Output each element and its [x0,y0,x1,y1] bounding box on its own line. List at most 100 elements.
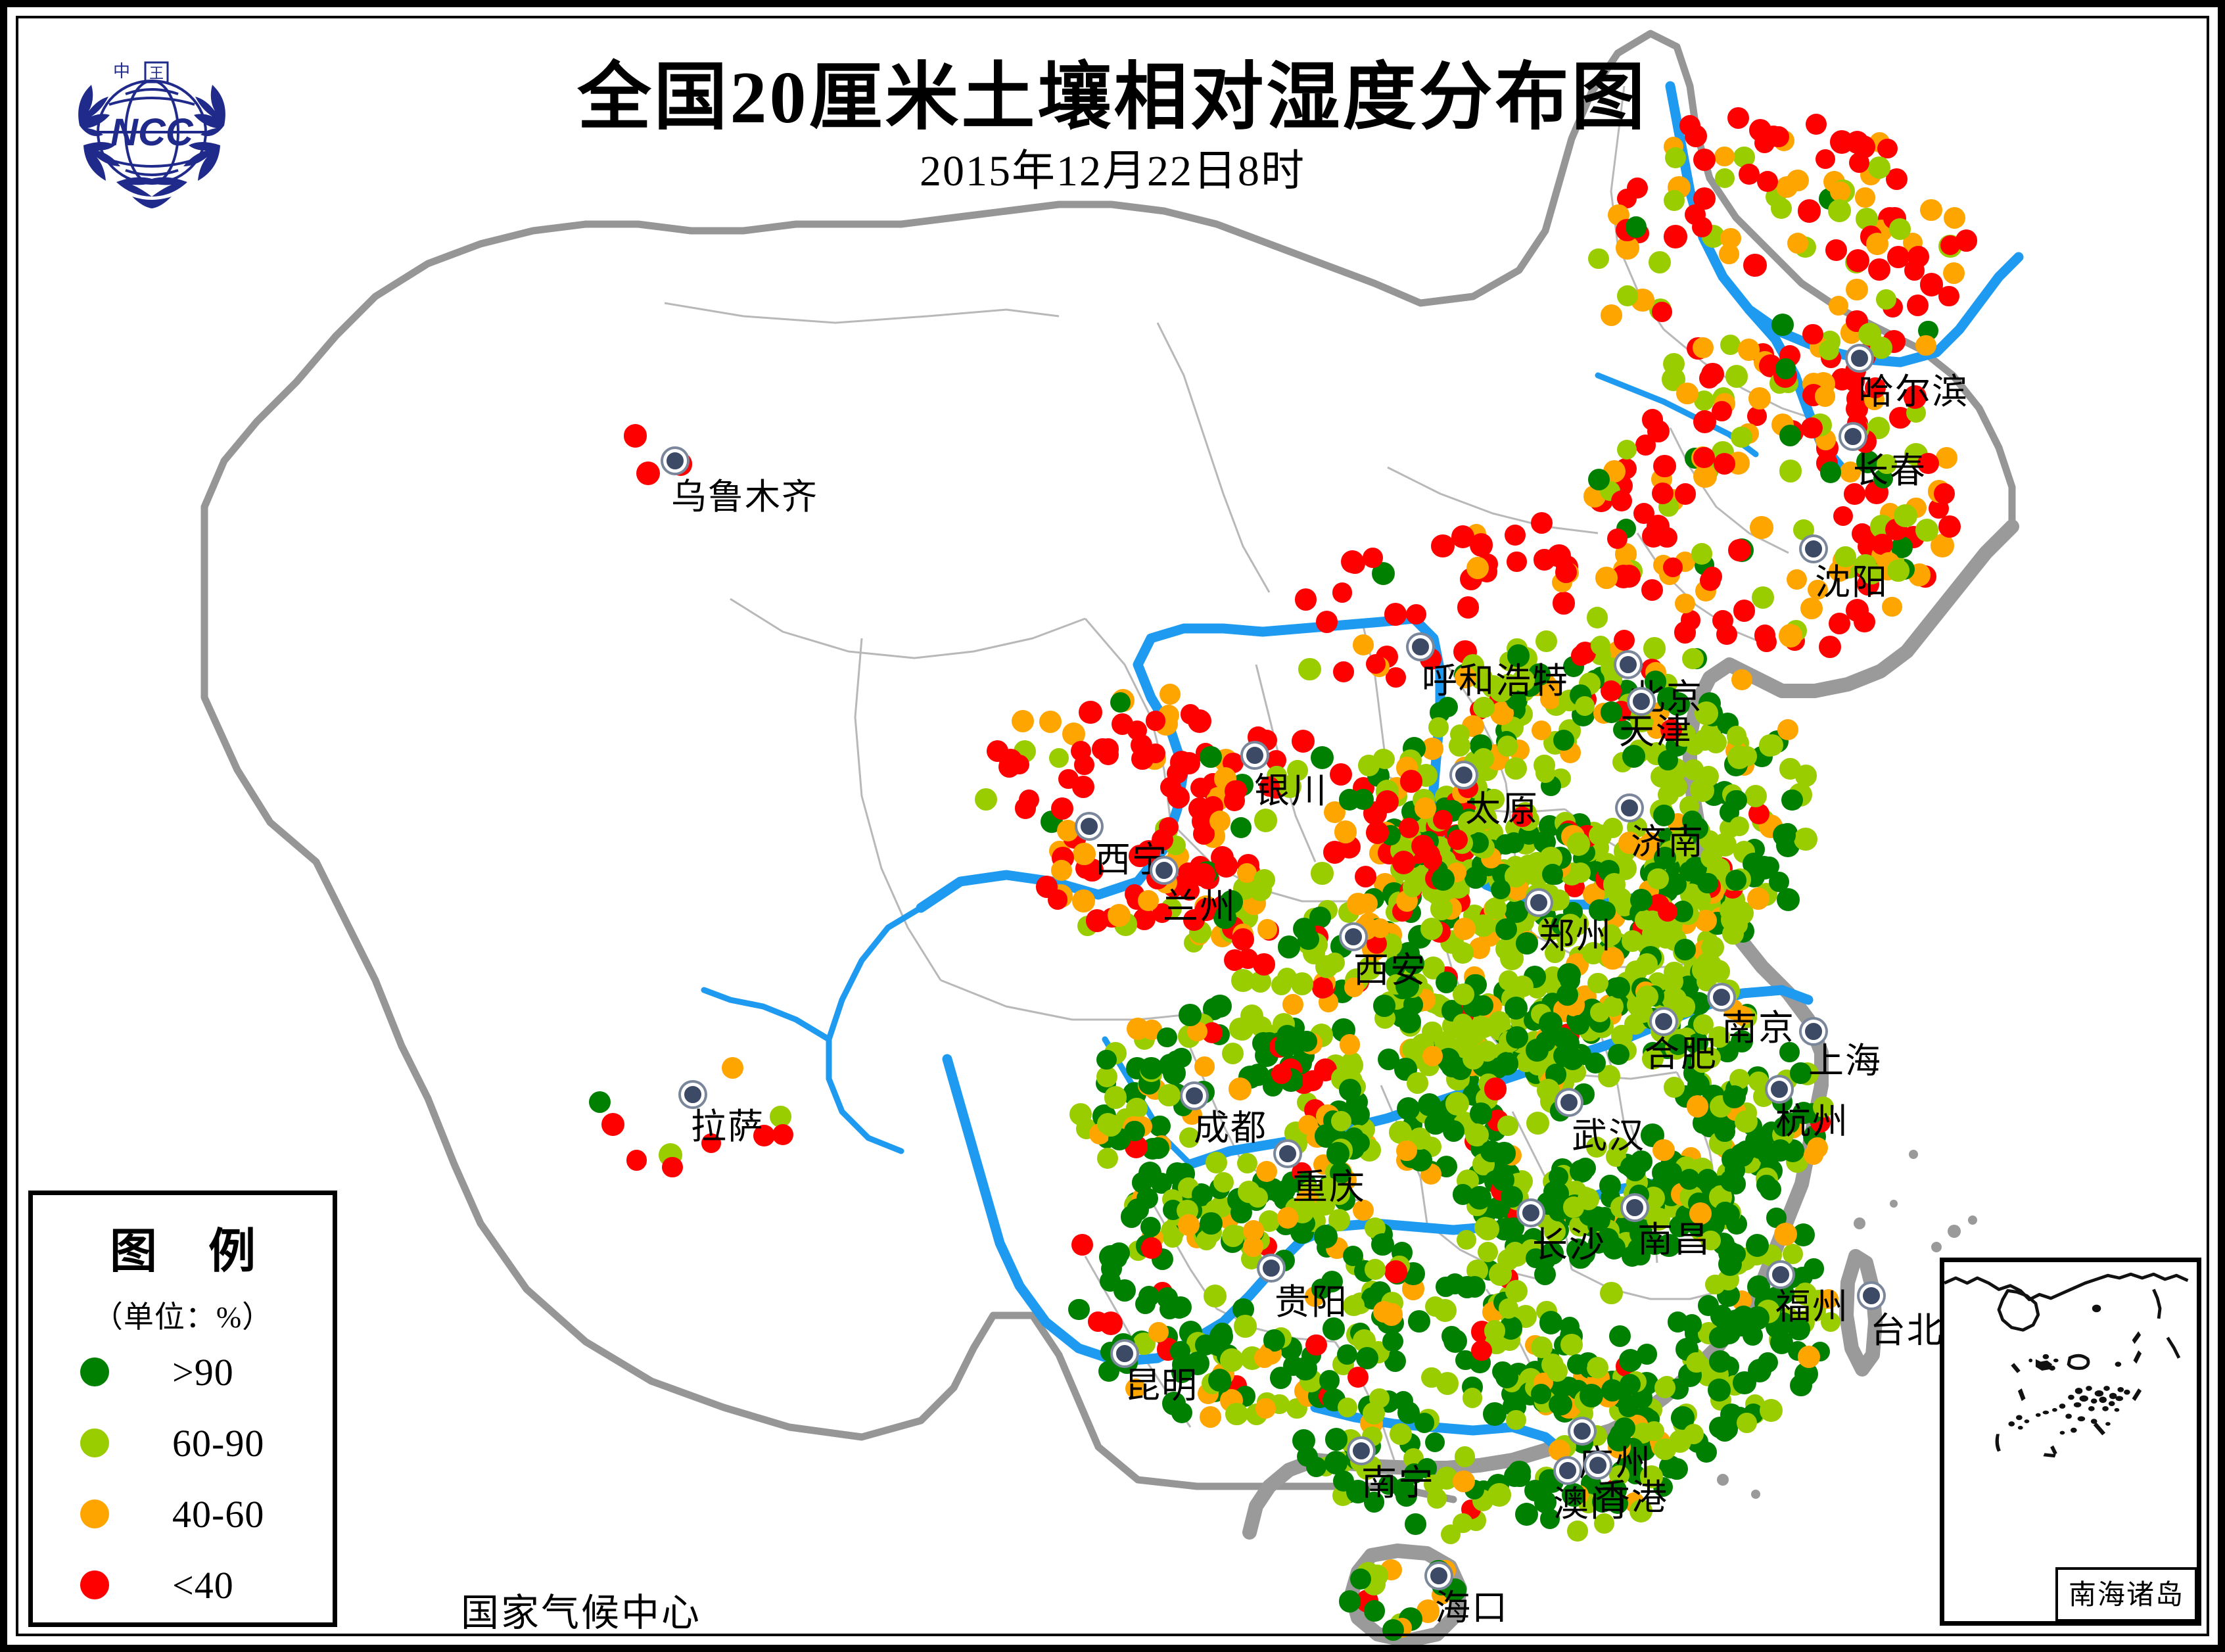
station-dot [1794,827,1818,851]
station-dot [1686,1095,1708,1118]
station-dot [1775,358,1796,379]
station-dot [1935,446,1958,469]
station-dot [1362,1402,1385,1425]
station-dot [1345,554,1365,574]
station-dot [1711,400,1733,422]
station-dot [1526,1039,1549,1062]
station-dot [1230,816,1252,838]
station-dot [1338,1078,1361,1101]
station-dot [1886,168,1908,190]
station-dot [1856,450,1880,473]
station-dot [1355,1346,1379,1369]
station-dot [1167,763,1188,784]
station-dot [1200,1212,1223,1235]
station-dot [1815,149,1836,170]
station-dot [1373,995,1395,1017]
station-dot [1382,1331,1403,1352]
station-dot [1757,1143,1781,1167]
station-dot [1643,637,1666,660]
station-dot [1396,1140,1417,1162]
station-dot [1560,1333,1583,1356]
station-dot [1608,976,1631,999]
legend-color-swatch [80,1428,109,1457]
station-dot [1431,868,1455,891]
station-dot [1800,597,1823,620]
station-dot [1648,250,1672,274]
station-dot [1456,1230,1476,1250]
station-dot [1357,893,1378,914]
station-dot [1771,313,1794,336]
city-label: 合肥 [1644,1035,1718,1074]
station-dot [1111,713,1133,736]
station-dot [1448,734,1471,757]
station-dot [1234,1315,1257,1338]
city-label: 杭州 [1775,1102,1849,1141]
station-dot [1610,490,1632,511]
station-dot [1470,1102,1492,1125]
station-dot [1228,1077,1252,1101]
station-dot [1276,1025,1299,1047]
map-title: 全国20厘米土壤相对湿度分布图 [577,57,1648,139]
station-dot [1720,335,1741,356]
station-dot [1068,1298,1090,1321]
station-dot [1269,1181,1292,1204]
station-dot [1478,1241,1499,1262]
station-dot [1728,538,1752,562]
station-dot [1414,1413,1435,1433]
station-dot [1693,446,1715,469]
station-dot [1652,1139,1675,1162]
station-dot [1846,248,1870,272]
station-dot [1223,949,1246,971]
station-dot [1828,295,1849,316]
station-dot [1463,1275,1486,1298]
station-dot [1375,790,1399,813]
station-dot [1601,701,1622,723]
station-dot [1915,335,1936,356]
station-dot [1602,995,1624,1017]
station-dot [1620,1373,1641,1395]
station-dot [1472,747,1495,770]
station-dot [1384,1260,1408,1283]
station-dot [1208,995,1232,1018]
station-dot [1736,1412,1757,1433]
legend-rows: >90 60-90 40-60 <40 [33,1336,333,1620]
legend-item-label: >90 [172,1350,234,1394]
south-china-sea-inset: 南海诸岛 [1940,1258,2201,1626]
station-dot [1208,1368,1232,1392]
station-dot [1854,554,1877,577]
station-dot [1575,696,1595,716]
station-dot [1877,454,1897,474]
station-dot [1772,824,1796,847]
station-dot [1709,1327,1731,1348]
legend-item-label: 40-60 [172,1492,265,1536]
station-dot [1453,1470,1475,1493]
station-dot [1147,1137,1169,1159]
station-dot [1600,1281,1623,1305]
station-dot [1803,1258,1825,1279]
city-label: 哈尔滨 [1858,372,1969,412]
station-dot [1678,1168,1700,1190]
station-dot [1411,834,1434,857]
station-dot [1725,790,1746,811]
station-dot [1471,1340,1493,1361]
station-dot [1398,817,1419,838]
station-dot [1473,995,1494,1016]
station-dot [1737,339,1760,361]
station-dot [1392,851,1416,874]
station-dot [1382,1619,1404,1641]
station-dot [1752,586,1774,609]
city-label: 海口 [1435,1588,1509,1628]
station-dot [1754,625,1776,646]
station-dot [1600,304,1622,326]
station-dot [1790,1374,1812,1396]
station-dot [1729,816,1750,837]
station-dot [1814,386,1836,407]
city-label: 济南 [1631,822,1704,862]
station-dot [1549,1439,1570,1461]
station-dot [1557,962,1581,987]
station-dot [1487,1483,1511,1507]
station-dot [1808,579,1829,600]
station-dot [1337,1397,1357,1417]
station-dot [1436,1372,1459,1395]
station-dot [1657,784,1679,805]
